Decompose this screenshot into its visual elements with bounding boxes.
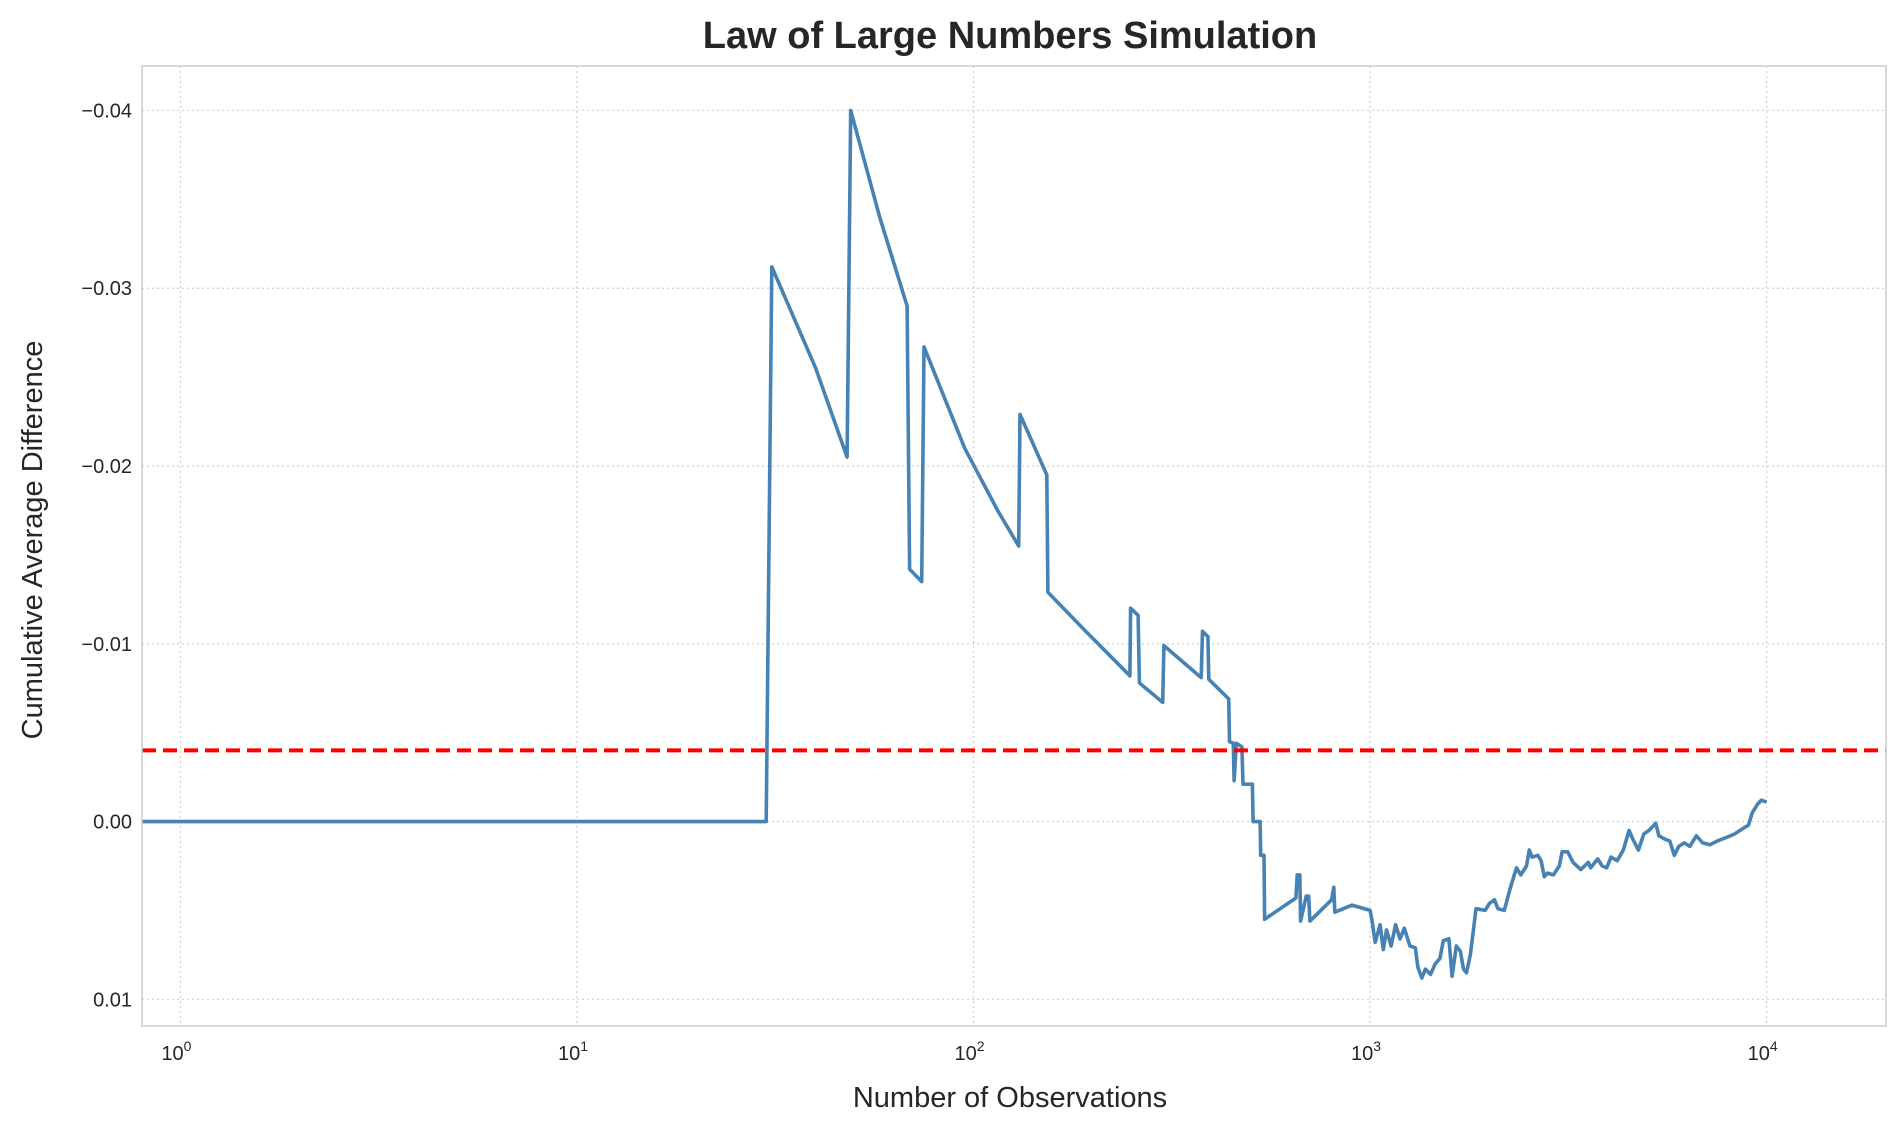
x-tick-label: 102 [955, 1038, 985, 1065]
y-axis-label: Cumulative Average Difference [17, 341, 49, 740]
y-tick-label: −0.01 [81, 634, 132, 656]
x-tick-label: 103 [1351, 1038, 1381, 1065]
y-tick-label: 0.01 [93, 989, 132, 1011]
x-tick-label: 100 [161, 1038, 191, 1065]
x-tick-label: 104 [1748, 1038, 1778, 1065]
cumulative-average-line [142, 108, 1768, 980]
y-tick-label: 0.00 [93, 812, 132, 834]
series-layer [142, 108, 1886, 980]
x-tick-label: 101 [558, 1038, 588, 1065]
y-tick-label: −0.04 [81, 100, 132, 122]
y-axis-ticks: −0.04 −0.03 −0.02 −0.01 0.00 0.01 [81, 100, 132, 1011]
y-tick-label: −0.02 [81, 456, 132, 478]
plot-frame [141, 65, 1887, 1027]
chart-title: Law of Large Numbers Simulation [703, 15, 1317, 57]
y-tick-label: −0.03 [81, 278, 132, 300]
x-axis-label: Number of Observations [853, 1082, 1167, 1114]
x-axis-ticks: 100 101 102 103 104 [161, 1038, 1777, 1065]
